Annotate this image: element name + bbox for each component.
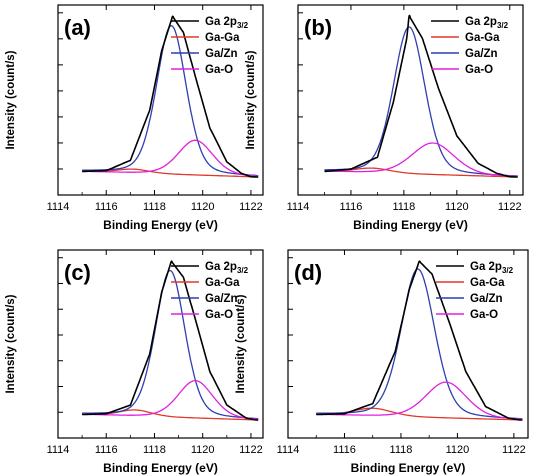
curves [324, 14, 518, 178]
x-tick-label: 1116 [340, 201, 363, 213]
x-tick-label: 1122 [498, 201, 522, 213]
panel-b: 1114 1116 1118 1120 1122 Binding Energy (eV) I… [245, 4, 524, 232]
x-tick-label: 1118 [143, 444, 166, 456]
x-tick-label: 1116 [95, 444, 118, 456]
legend-label: Ga-Ga [205, 32, 240, 44]
curves [82, 260, 259, 421]
y-axis-label: Intensity (count/s) [5, 50, 17, 149]
plot-frame [57, 249, 264, 439]
legend-label: Ga/Zn [205, 293, 238, 305]
panel-label: (b) [304, 15, 332, 40]
x-axis-label: Binding Energy (eV) [103, 218, 218, 232]
legend-label: Ga-Ga [465, 32, 500, 44]
series-line-ga-ga [82, 168, 259, 178]
x-tick-label: 1114 [287, 201, 310, 213]
x-axis-label: Binding Energy (eV) [351, 461, 466, 475]
legend: Ga 2p3/2 Ga-Ga Ga/Zn Ga-O [171, 261, 249, 321]
series-line-ga-o [324, 142, 518, 178]
y-axis-label: Intensity (count/s) [245, 50, 257, 149]
x-tick-label: 1118 [143, 201, 166, 213]
x-tick-label: 1116 [95, 201, 118, 213]
series-line-ga-2p3-2 [316, 260, 523, 421]
legend-label: Ga-Ga [205, 277, 240, 289]
x-tick-label: 1122 [502, 444, 526, 456]
panel-label: (c) [64, 260, 91, 285]
x-tick-label: 1122 [239, 201, 263, 213]
series-line-ga-zn [316, 268, 523, 420]
x-tick-label: 1118 [392, 201, 415, 213]
legend: Ga 2p3/2 Ga-Ga Ga/Zn Ga-O [436, 261, 514, 321]
panel-label: (a) [64, 15, 91, 40]
x-tick-label: 1116 [333, 444, 356, 456]
legend-label: Ga 2p3/2 [205, 261, 249, 275]
x-tick-label: 1122 [239, 444, 263, 456]
legend: Ga 2p3/2 Ga-Ga Ga/Zn Ga-O [171, 16, 249, 76]
legend-label: Ga/Zn [470, 293, 503, 305]
legend-label: Ga-O [205, 309, 233, 321]
x-tick-label: 1118 [390, 444, 413, 456]
plot-frame [297, 4, 524, 196]
legend-label: Ga/Zn [465, 48, 498, 60]
legend-label: Ga-O [205, 64, 233, 76]
x-tick-label: 1120 [446, 444, 470, 456]
y-axis-label: Intensity (count/s) [235, 294, 247, 393]
plot-frame [57, 4, 264, 196]
series-line-ga-o [316, 381, 523, 420]
panel-label: (d) [294, 260, 322, 285]
x-tick-label: 1120 [445, 201, 469, 213]
legend-label: Ga 2p3/2 [205, 16, 249, 30]
legend: Ga 2p3/2 Ga-Ga Ga/Zn Ga-O [431, 16, 509, 76]
series-line-ga-o [82, 139, 259, 177]
legend-label: Ga-O [470, 309, 498, 321]
legend-label: Ga/Zn [205, 48, 238, 60]
x-tick-label: 1120 [191, 444, 215, 456]
series-line-ga-ga [324, 167, 518, 178]
y-axis-label: Intensity (count/s) [5, 294, 17, 393]
x-tick-label: 1114 [47, 201, 70, 213]
series-line-ga-2p3-2 [324, 14, 518, 178]
legend-label: Ga 2p3/2 [470, 261, 514, 275]
legend-label: Ga 2p3/2 [465, 16, 509, 30]
x-axis-label: Binding Energy (eV) [103, 461, 218, 475]
x-tick-label: 1120 [191, 201, 215, 213]
series-line-ga-o [82, 379, 259, 420]
series-line-ga-ga [82, 409, 259, 421]
legend-label: Ga-O [465, 64, 493, 76]
curves [316, 260, 523, 421]
series-line-ga-2p3-2 [82, 15, 259, 178]
series-line-ga-2p3-2 [82, 260, 259, 421]
panel-d: 1114 1116 1118 1120 1122 Binding Energy (eV) I… [235, 249, 529, 475]
panel-c: 1114 1116 1118 1120 1122 Binding Energy (eV) I… [5, 249, 264, 475]
x-tick-label: 1114 [47, 444, 70, 456]
curves [82, 15, 259, 178]
x-axis-label: Binding Energy (eV) [353, 218, 468, 232]
legend-label: Ga-Ga [470, 277, 505, 289]
x-tick-label: 1114 [277, 444, 300, 456]
plot-frame [287, 249, 529, 439]
panel-a: 1114 1116 1118 1120 1122 Binding Energy (eV) I… [5, 4, 264, 232]
